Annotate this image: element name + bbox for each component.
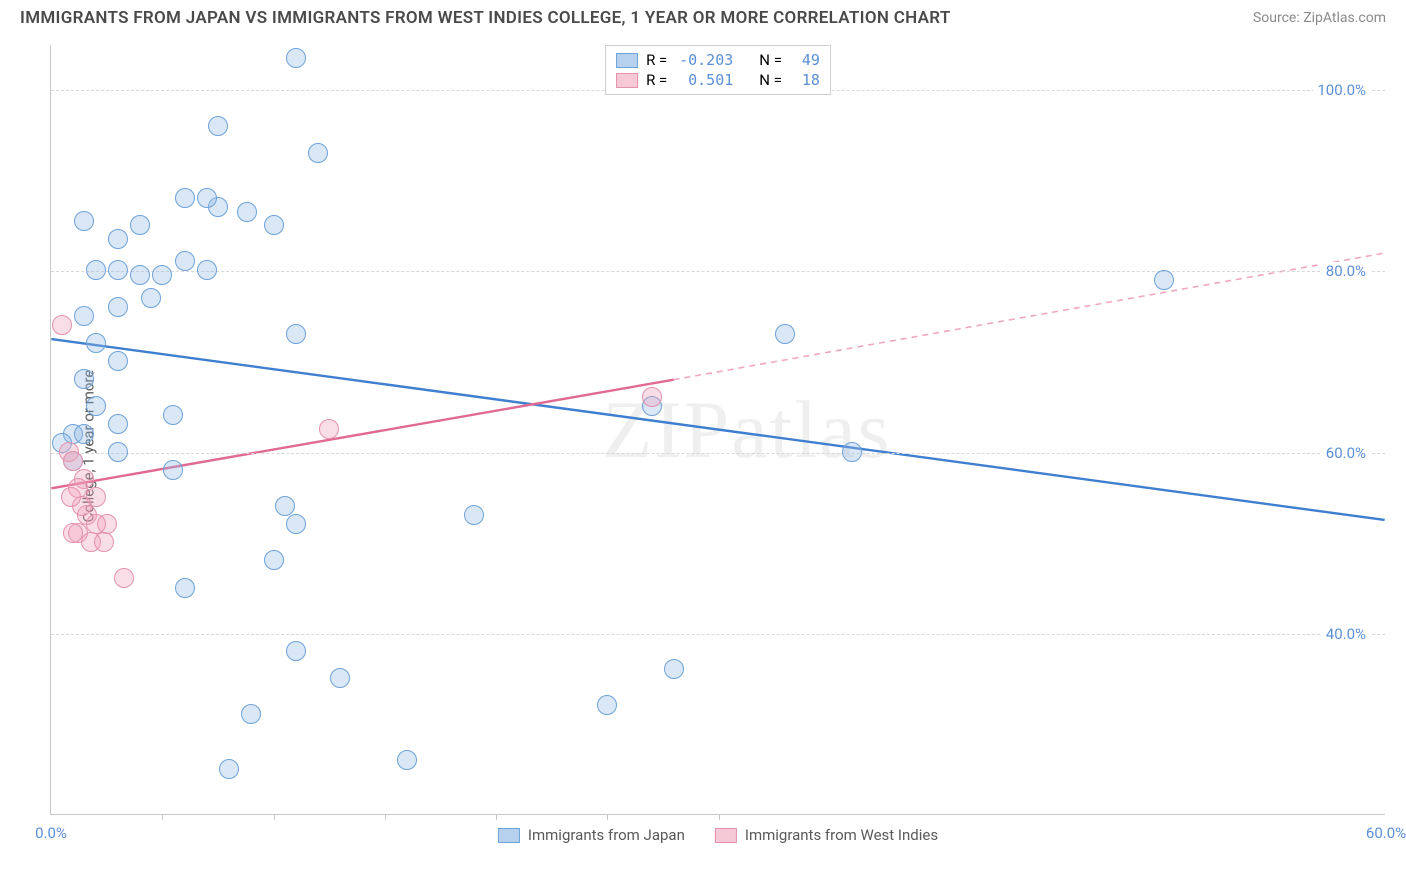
legend-r-value: -0.203 <box>675 51 733 69</box>
legend-swatch <box>616 53 638 68</box>
legend-swatch <box>715 828 737 843</box>
x-tick-mark <box>607 814 608 820</box>
point-japan <box>163 460 183 480</box>
point-japan <box>86 333 106 353</box>
point-japan <box>397 750 417 770</box>
x-tick-mark <box>385 814 386 820</box>
x-tick-mark <box>274 814 275 820</box>
point-west-indies <box>61 487 81 507</box>
point-japan <box>163 405 183 425</box>
legend-series-item: Immigrants from Japan <box>498 826 685 844</box>
point-west-indies <box>94 532 114 552</box>
point-west-indies <box>63 523 83 543</box>
point-japan <box>208 116 228 136</box>
legend-n-label: N = <box>759 71 782 89</box>
point-japan <box>108 297 128 317</box>
point-japan <box>74 211 94 231</box>
x-tick-label: 60.0% <box>1366 824 1406 842</box>
point-japan <box>275 496 295 516</box>
point-japan <box>286 48 306 68</box>
point-west-indies <box>63 451 83 471</box>
point-japan <box>130 215 150 235</box>
point-japan <box>108 260 128 280</box>
legend-r-label: R = <box>646 51 667 69</box>
chart-title: IMMIGRANTS FROM JAPAN VS IMMIGRANTS FROM… <box>20 8 951 28</box>
point-japan <box>74 306 94 326</box>
y-tick-label: 40.0% <box>1322 625 1370 643</box>
legend-series-label: Immigrants from West Indies <box>745 826 938 844</box>
point-japan <box>175 251 195 271</box>
point-japan <box>775 324 795 344</box>
source-label: Source: ZipAtlas.com <box>1253 10 1386 26</box>
legend-swatch <box>616 73 638 88</box>
point-japan <box>1154 270 1174 290</box>
y-tick-label: 60.0% <box>1322 444 1370 462</box>
point-west-indies <box>114 568 134 588</box>
gridline-horizontal <box>51 271 1385 272</box>
gridline-horizontal <box>51 453 1385 454</box>
y-tick-label: 80.0% <box>1322 262 1370 280</box>
point-japan <box>842 442 862 462</box>
point-japan <box>141 288 161 308</box>
point-japan <box>264 215 284 235</box>
point-japan <box>664 659 684 679</box>
point-west-indies <box>52 315 72 335</box>
point-japan <box>175 188 195 208</box>
point-japan <box>86 396 106 416</box>
point-japan <box>597 695 617 715</box>
point-japan <box>108 229 128 249</box>
point-japan <box>286 514 306 534</box>
point-japan <box>286 324 306 344</box>
point-japan <box>197 188 217 208</box>
legend-row: R = -0.203 N = 49 <box>616 50 820 70</box>
point-west-indies <box>319 419 339 439</box>
point-japan <box>264 550 284 570</box>
x-tick-mark <box>496 814 497 820</box>
point-japan <box>108 442 128 462</box>
point-japan <box>152 265 172 285</box>
point-japan <box>175 578 195 598</box>
legend-swatch <box>498 828 520 843</box>
legend-r-value: 0.501 <box>675 71 733 89</box>
point-japan <box>130 265 150 285</box>
legend-series: Immigrants from Japan Immigrants from Wes… <box>498 826 938 844</box>
gridline-horizontal <box>51 634 1385 635</box>
point-japan <box>241 704 261 724</box>
point-japan <box>197 260 217 280</box>
point-japan <box>108 351 128 371</box>
legend-n-value: 18 <box>790 71 820 89</box>
legend-series-label: Immigrants from Japan <box>528 826 685 844</box>
x-tick-label: 0.0% <box>35 824 67 842</box>
legend-n-value: 49 <box>790 51 820 69</box>
point-japan <box>330 668 350 688</box>
trend-lines <box>51 45 1385 814</box>
point-japan <box>74 369 94 389</box>
point-west-indies <box>642 387 662 407</box>
legend-series-item: Immigrants from West Indies <box>715 826 938 844</box>
point-japan <box>219 759 239 779</box>
point-japan <box>464 505 484 525</box>
point-japan <box>237 202 257 222</box>
scatter-chart: ZIPatlas 40.0%60.0%80.0%100.0%0.0%60.0%R… <box>50 45 1385 815</box>
legend-row: R = 0.501 N = 18 <box>616 70 820 90</box>
point-japan <box>74 424 94 444</box>
point-west-indies <box>86 514 106 534</box>
point-japan <box>286 641 306 661</box>
y-tick-label: 100.0% <box>1313 81 1370 99</box>
point-japan <box>308 143 328 163</box>
legend-correlation: R = -0.203 N = 49 R = 0.501 N = 18 <box>605 45 831 95</box>
legend-r-label: R = <box>646 71 667 89</box>
point-japan <box>86 260 106 280</box>
point-japan <box>108 414 128 434</box>
x-tick-mark <box>162 814 163 820</box>
x-tick-mark <box>719 814 720 820</box>
legend-n-label: N = <box>759 51 782 69</box>
